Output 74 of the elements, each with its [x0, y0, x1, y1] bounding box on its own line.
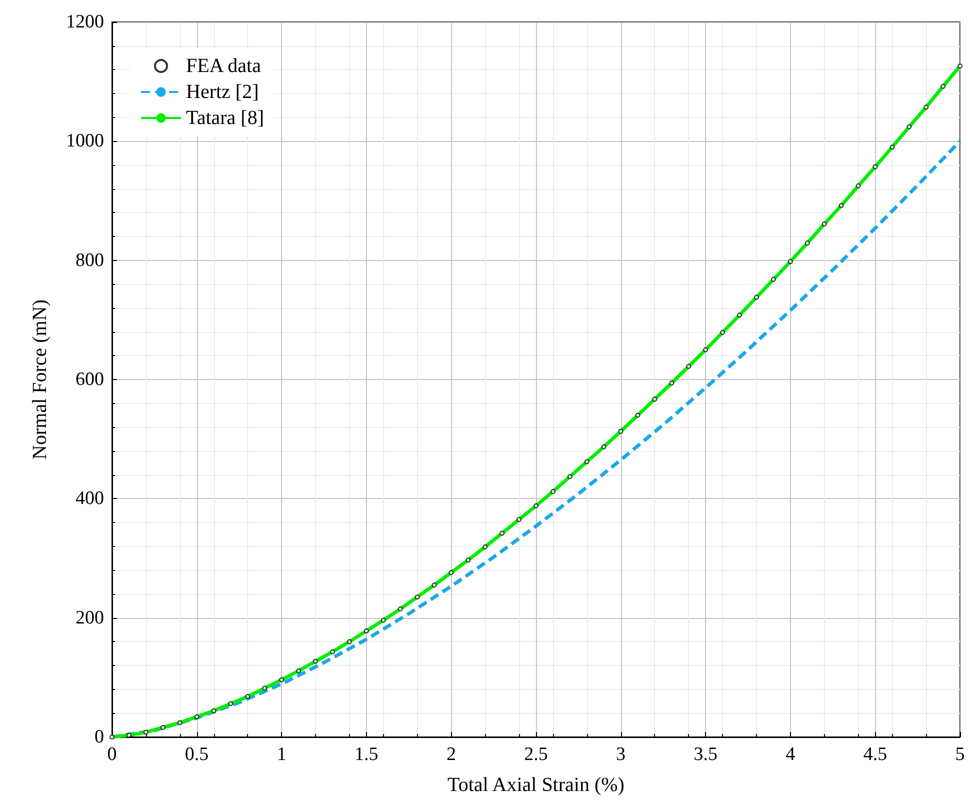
- y-tick-label: 400: [76, 488, 104, 510]
- point: [584, 459, 590, 464]
- point: [720, 330, 726, 335]
- point: [550, 489, 556, 494]
- y-tick-label: 200: [76, 607, 104, 628]
- point: [601, 444, 606, 450]
- point: [754, 294, 759, 300]
- point: [804, 240, 810, 246]
- point: [245, 694, 250, 699]
- point: [414, 594, 420, 600]
- point: [432, 582, 437, 588]
- point: [838, 203, 844, 208]
- point: [279, 677, 284, 682]
- point: [686, 364, 692, 369]
- x-tick-label: 2: [446, 744, 456, 765]
- point: [872, 164, 878, 170]
- y-tick-label: 800: [76, 250, 104, 271]
- point: [788, 259, 793, 264]
- x-tick-label: 4.5: [863, 744, 888, 765]
- x-tick-label: 3: [616, 744, 626, 765]
- x-tick-label: 0: [107, 744, 117, 765]
- point: [534, 503, 538, 508]
- point: [262, 686, 268, 691]
- x-tick-label: 2.5: [524, 744, 548, 765]
- point: [500, 530, 505, 536]
- y-tick-label: 1000: [66, 130, 104, 152]
- point: [346, 639, 352, 644]
- point: [380, 618, 386, 623]
- point: [364, 628, 369, 634]
- point: [958, 64, 962, 69]
- point: [296, 668, 302, 674]
- point: [669, 380, 674, 386]
- point: [466, 558, 471, 563]
- x-tick-label: 1.5: [354, 744, 378, 765]
- point: [635, 412, 640, 418]
- point: [737, 312, 742, 318]
- x-tick-label: 4: [786, 744, 796, 765]
- point: [567, 474, 572, 480]
- legend-label: Hertz [2]: [186, 81, 259, 103]
- point: [890, 144, 895, 150]
- x-tick-label: 3.5: [694, 744, 718, 765]
- point: [160, 724, 166, 730]
- point: [906, 124, 912, 130]
- x-tick-label: 0.5: [184, 744, 209, 765]
- point: [448, 570, 454, 576]
- point: [822, 221, 827, 226]
- y-axis-title: Normal Force (mN): [29, 300, 51, 460]
- point: [940, 84, 946, 89]
- y-tick-label: 1200: [66, 12, 104, 32]
- point: [228, 701, 234, 706]
- legend-label: FEA data: [186, 55, 262, 77]
- point: [126, 732, 132, 738]
- y-tick-label: 600: [76, 369, 104, 390]
- point: [110, 734, 114, 740]
- point: [177, 720, 182, 726]
- x-tick-label: 5: [955, 744, 965, 765]
- point: [516, 517, 522, 522]
- point: [330, 649, 335, 654]
- point: [211, 708, 216, 714]
- point: [618, 428, 624, 434]
- point: [398, 606, 403, 612]
- point: [143, 730, 148, 735]
- point: [770, 276, 776, 282]
- point: [194, 714, 200, 720]
- x-axis-title: Total Axial Strain (%): [448, 774, 624, 796]
- point: [703, 347, 708, 352]
- x-tick-label: 1: [276, 744, 286, 765]
- point: [652, 396, 658, 402]
- point: [313, 658, 318, 664]
- legend-label: Tatara [8]: [186, 107, 264, 129]
- point: [924, 104, 929, 110]
- point: [856, 183, 861, 188]
- y-tick-label: 0: [94, 726, 104, 748]
- point: [482, 544, 488, 550]
